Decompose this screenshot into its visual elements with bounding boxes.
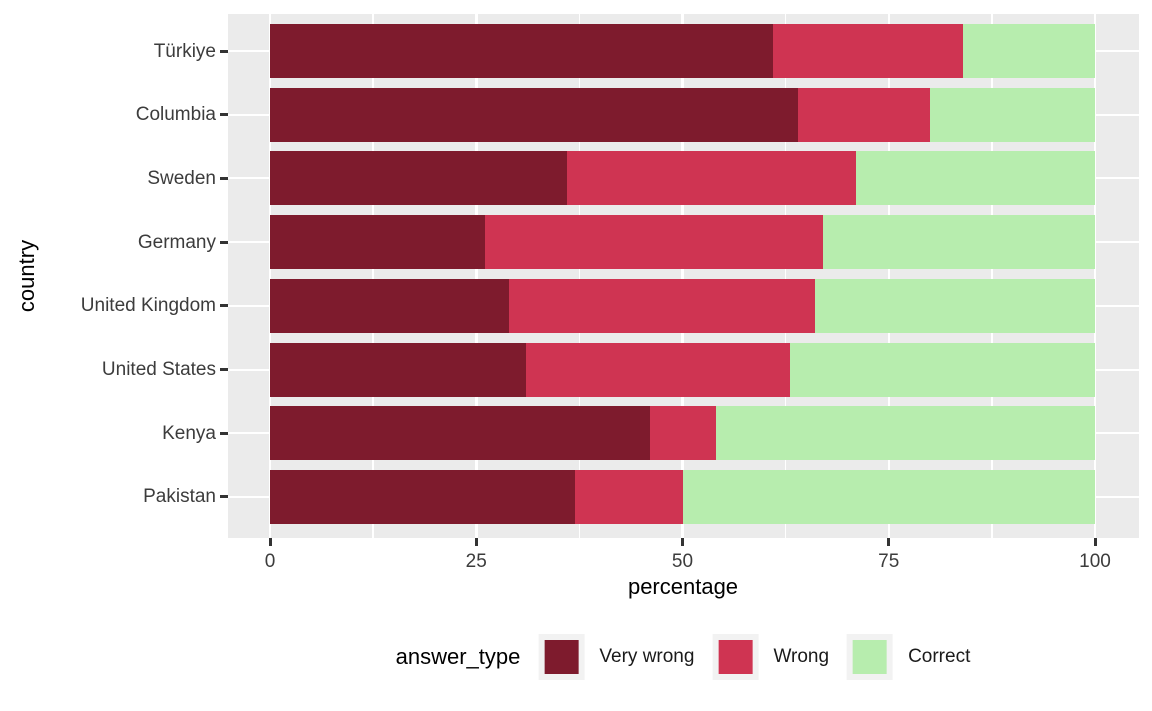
bar-row bbox=[228, 24, 1139, 78]
wrong-swatch-icon bbox=[718, 640, 753, 674]
gridline-minor bbox=[372, 14, 374, 538]
y-axis-label: Sweden bbox=[147, 167, 216, 189]
legend-label-very-wrong: Very wrong bbox=[599, 646, 695, 667]
legend-item-wrong: Wrong bbox=[712, 634, 829, 680]
x-axis-tick bbox=[681, 538, 684, 546]
y-axis-label: Columbia bbox=[135, 104, 216, 126]
bar-segment-very-wrong bbox=[270, 87, 798, 142]
y-axis-tick bbox=[220, 113, 228, 117]
x-axis-tick-label: 100 bbox=[1079, 551, 1111, 572]
bar-segment-correct bbox=[814, 278, 1095, 333]
x-axis-tick bbox=[268, 538, 272, 546]
legend-key-very-wrong bbox=[538, 634, 585, 680]
bar-segment-wrong bbox=[484, 215, 823, 270]
bar-segment-very-wrong bbox=[270, 406, 650, 461]
bar-segment-correct bbox=[930, 87, 1095, 142]
gridline-minor bbox=[991, 14, 993, 538]
bar-segment-correct bbox=[963, 24, 1095, 78]
legend-key-correct bbox=[847, 634, 894, 680]
bar-segment-very-wrong bbox=[270, 151, 567, 206]
x-axis-tick-label: 50 bbox=[671, 551, 694, 572]
bar-segment-very-wrong bbox=[270, 215, 485, 270]
y-axis-label: Pakistan bbox=[143, 486, 216, 508]
bar-segment-wrong bbox=[798, 87, 930, 142]
gridline-major bbox=[475, 14, 478, 538]
bar-segment-correct bbox=[855, 151, 1095, 206]
y-axis-tick bbox=[220, 304, 228, 308]
gridline-major bbox=[887, 14, 890, 538]
y-axis-label: Germany bbox=[137, 231, 216, 253]
x-axis-tick bbox=[1093, 538, 1097, 546]
x-axis-title: percentage bbox=[627, 574, 739, 599]
bar-segment-wrong bbox=[567, 151, 856, 206]
bar-segment-wrong bbox=[509, 278, 815, 333]
y-axis-label: United Kingdom bbox=[80, 295, 216, 317]
bar-segment-wrong bbox=[575, 469, 683, 524]
bar-row bbox=[228, 406, 1139, 461]
bar-segment-wrong bbox=[649, 406, 716, 461]
y-axis-label: United States bbox=[101, 359, 216, 380]
y-axis-tick bbox=[220, 240, 228, 244]
bar-row bbox=[228, 215, 1139, 270]
y-axis-label: Kenya bbox=[162, 422, 216, 444]
x-axis-tick-label: 25 bbox=[465, 551, 487, 572]
x-axis-tick bbox=[474, 538, 478, 546]
gridline-major bbox=[268, 14, 272, 538]
y-axis-tick bbox=[220, 368, 228, 371]
y-axis-label: Türkiye bbox=[153, 40, 216, 62]
bar-segment-very-wrong bbox=[270, 469, 576, 524]
correct-swatch-icon bbox=[853, 640, 888, 674]
bar-segment-correct bbox=[789, 342, 1095, 397]
legend-label-wrong: Wrong bbox=[773, 646, 830, 667]
legend-label-correct: Correct bbox=[908, 646, 971, 667]
gridline-minor bbox=[578, 14, 581, 538]
plot-panel bbox=[228, 14, 1139, 538]
legend-item-very-wrong: Very wrong bbox=[538, 634, 694, 680]
bar-row bbox=[228, 278, 1139, 333]
legend: answer_type Very wrong Wrong Correct bbox=[395, 634, 970, 680]
legend-item-correct: Correct bbox=[847, 634, 970, 680]
bar-segment-very-wrong bbox=[270, 278, 510, 333]
y-axis-tick bbox=[220, 495, 228, 499]
y-axis-tick bbox=[220, 176, 228, 180]
y-axis-tick bbox=[220, 49, 228, 53]
bar-segment-wrong bbox=[773, 24, 963, 78]
bar-segment-correct bbox=[822, 215, 1095, 270]
x-axis-tick bbox=[887, 538, 891, 546]
bar-row bbox=[228, 469, 1139, 524]
bar-segment-correct bbox=[715, 406, 1095, 461]
bar-segment-very-wrong bbox=[270, 342, 526, 397]
bar-row bbox=[228, 342, 1139, 397]
very-wrong-swatch-icon bbox=[544, 640, 579, 674]
y-axis-tick bbox=[220, 431, 228, 435]
bar-segment-correct bbox=[682, 469, 1095, 524]
bar-segment-very-wrong bbox=[270, 24, 774, 78]
gridline-minor bbox=[784, 14, 787, 538]
x-axis-tick-label: 75 bbox=[878, 551, 900, 572]
bar-segment-wrong bbox=[525, 342, 790, 397]
legend-key-wrong bbox=[712, 634, 759, 680]
legend-title: answer_type bbox=[395, 644, 521, 669]
bar-row bbox=[228, 87, 1139, 142]
bar-row bbox=[228, 151, 1139, 206]
gridline-major bbox=[1093, 14, 1097, 538]
x-axis-tick-label: 0 bbox=[264, 551, 276, 572]
gridline-major bbox=[681, 14, 684, 538]
